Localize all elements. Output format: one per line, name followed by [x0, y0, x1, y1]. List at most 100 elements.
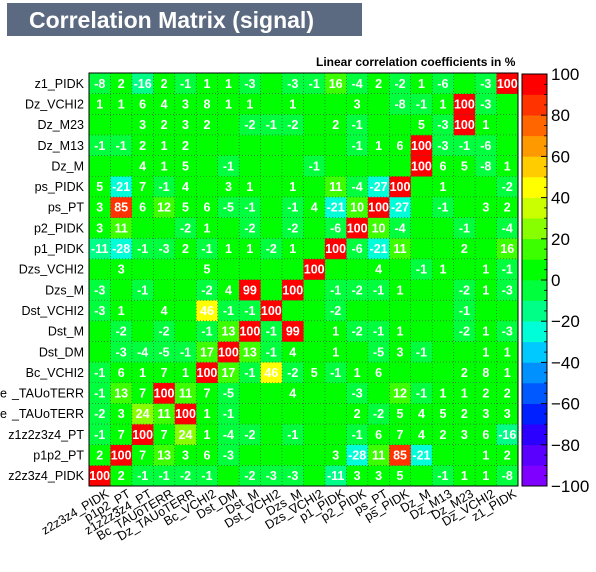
cell-label: -2 [459, 325, 470, 339]
heatmap-cell [282, 403, 304, 425]
cell-label: -1 [201, 325, 212, 339]
heatmap-cell [324, 320, 347, 342]
heatmap-cell [410, 341, 433, 363]
colorbar-tick-label: −60 [551, 395, 580, 414]
colorbar-segment [522, 94, 547, 116]
heatmap-cell [89, 217, 111, 239]
heatmap-cell [260, 320, 283, 342]
heatmap-cell [110, 403, 133, 425]
heatmap-cell [131, 217, 154, 239]
heatmap-cell [196, 424, 218, 445]
heatmap-cell [174, 176, 197, 198]
heatmap-cell [496, 73, 519, 94]
cell-label: -1 [137, 283, 148, 297]
cell-label: -2 [94, 407, 105, 421]
cell-label: -3 [94, 283, 105, 297]
cell-label: -1 [266, 325, 277, 339]
heatmap-cell [217, 382, 240, 404]
cell-label: -16 [134, 77, 152, 91]
cell-label: 4 [418, 428, 425, 442]
cell-label: -2 [330, 304, 341, 318]
heatmap-cell [453, 320, 476, 342]
heatmap-cell [324, 134, 347, 156]
heatmap-cell [432, 238, 454, 260]
cell-label: 1 [461, 469, 468, 483]
heatmap-cell [389, 444, 412, 466]
cell-label: 6 [203, 449, 210, 463]
heatmap-cell [174, 155, 197, 177]
cell-label: 1 [289, 242, 296, 256]
cell-label: 5 [397, 469, 404, 483]
cell-label: -1 [459, 139, 470, 153]
cell-label: 1 [289, 97, 296, 111]
heatmap-cell [432, 93, 454, 115]
heatmap-cell [174, 403, 197, 425]
heatmap-cell [453, 134, 476, 156]
heatmap-cell [217, 320, 240, 342]
heatmap-cell [217, 258, 240, 280]
cell-label: 100 [111, 449, 132, 463]
cell-label: 4 [139, 159, 146, 173]
heatmap-cell [453, 73, 476, 94]
heatmap-cell [260, 362, 283, 384]
cell-label: -1 [94, 366, 105, 380]
heatmap-cell [475, 341, 497, 363]
heatmap-cell [131, 279, 154, 301]
heatmap-cell [475, 258, 497, 280]
heatmap-cell [217, 341, 240, 363]
y-tick-label: _TAUoTERR [11, 387, 84, 401]
heatmap-cell [196, 196, 218, 218]
heatmap-cell [432, 382, 454, 404]
heatmap-cell [89, 300, 111, 322]
heatmap-cell [174, 258, 197, 280]
heatmap-cell [410, 279, 433, 301]
heatmap-cell [475, 403, 497, 425]
cell-label: 1 [225, 242, 232, 256]
cell-label: 3 [225, 180, 232, 194]
colorbar-tick-label: −40 [551, 353, 580, 372]
heatmap-cell [389, 362, 412, 384]
heatmap-cell [174, 217, 197, 239]
heatmap-cell [410, 114, 433, 136]
heatmap-cell [453, 155, 476, 177]
cell-label: 1 [246, 97, 253, 111]
heatmap-cell [89, 362, 111, 384]
heatmap-cell [303, 238, 326, 260]
cell-label: 1 [439, 97, 446, 111]
heatmap-cell [496, 341, 519, 363]
heatmap-cell [453, 465, 476, 487]
cell-label: 13 [114, 387, 128, 401]
y-tick-label: Dst_M [48, 325, 84, 339]
y-tick-label: z1_PIDK [35, 77, 85, 91]
y-tick-label: ps_PIDK [35, 180, 85, 194]
heatmap-cell [217, 114, 240, 136]
cell-label: -8 [394, 97, 405, 111]
heatmap-cell [153, 238, 176, 260]
cell-label: 1 [397, 283, 404, 297]
colorbar-segment [522, 156, 547, 178]
heatmap-cell [346, 382, 369, 404]
y-tick-label: ps_PT [48, 201, 84, 215]
heatmap-cell [239, 362, 261, 384]
y-tick-label: Dst_DM [39, 345, 84, 359]
heatmap-cell [110, 444, 133, 466]
cell-label: 1 [375, 139, 382, 153]
heatmap-cell [324, 155, 347, 177]
heatmap-cell [89, 196, 111, 218]
heatmap-cell [496, 258, 519, 280]
heatmap-cell [260, 114, 283, 136]
heatmap-cell [196, 238, 218, 260]
colorbar-segment [522, 321, 547, 343]
cell-label: 1 [439, 263, 446, 277]
cell-label: 85 [114, 201, 128, 215]
cell-label: 24 [179, 428, 193, 442]
heatmap-cell [324, 258, 347, 280]
cell-label: -3 [223, 449, 234, 463]
heatmap-cell [153, 176, 176, 198]
y-tick-label: p1_PIDK [34, 242, 85, 256]
heatmap-cell [475, 73, 497, 94]
heatmap-cell [174, 465, 197, 487]
cell-label: 5 [311, 366, 318, 380]
heatmap-cell [367, 403, 390, 425]
cell-label: 5 [96, 180, 103, 194]
